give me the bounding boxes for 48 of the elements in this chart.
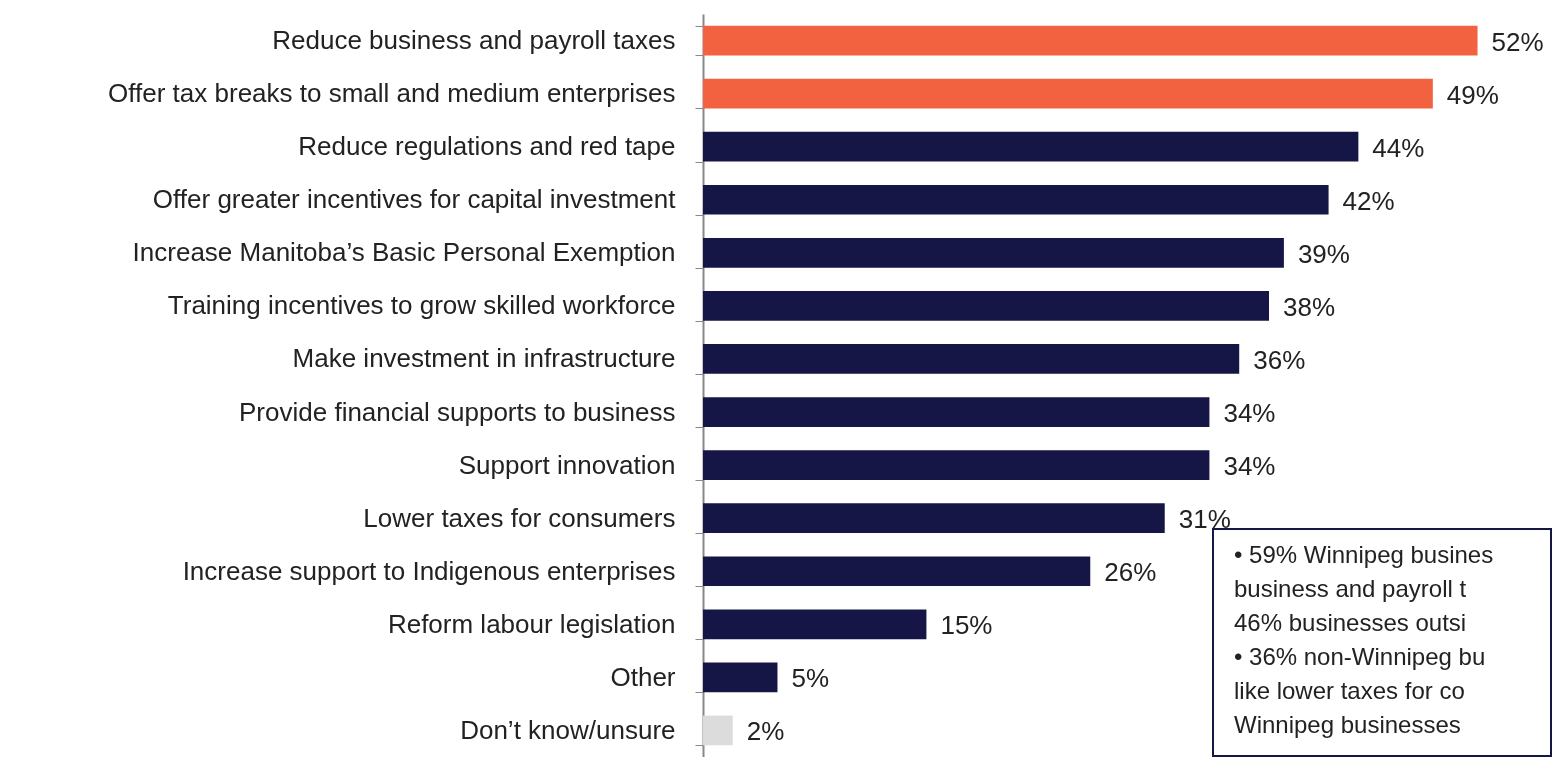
annotation: • 36% non-Winnipeg bu	[1234, 642, 1487, 672]
bar	[703, 237, 1284, 268]
bar	[703, 184, 1329, 215]
y-tick-label: Increase support to Indigenous enterprises	[182, 555, 676, 586]
y-tick-label: Offer greater incentives for capital investment	[152, 184, 677, 215]
data-label: 36%	[1253, 344, 1306, 375]
annotation: 46% businesses outsi	[1234, 608, 1468, 638]
bar	[703, 291, 1269, 321]
y-tick-label: Provide financial supports to business	[239, 396, 676, 427]
data-label: 44%	[1372, 132, 1425, 163]
y-tick-label: Training incentives to grow skilled workforce	[167, 290, 676, 321]
bar	[703, 450, 1210, 480]
y-tick-label: Increase Manitoba’s Basic Personal Exemption	[132, 237, 676, 268]
data-label: 38%	[1283, 291, 1336, 322]
bar	[703, 715, 733, 746]
bar	[703, 556, 1091, 587]
y-tick-label: Don’t know/unsure	[460, 714, 676, 745]
bar	[703, 662, 778, 693]
data-label: 34%	[1223, 398, 1276, 429]
data-label: 5%	[791, 663, 830, 694]
bar	[703, 344, 1240, 374]
data-label: 49%	[1446, 79, 1499, 110]
data-label: 52%	[1491, 26, 1544, 57]
y-tick-label: Offer tax breaks to small and medium enterprises	[108, 78, 676, 109]
data-label: 2%	[746, 716, 785, 747]
annotation: • 59% Winnipeg busines	[1234, 540, 1495, 570]
data-label: 15%	[940, 610, 993, 641]
bar	[703, 131, 1359, 162]
y-tick-label: Reduce regulations and red tape	[298, 131, 676, 162]
y-tick-label: Make investment in infrastructure	[292, 343, 676, 374]
y-tick-label: Lower taxes for consumers	[363, 502, 676, 533]
data-label: 26%	[1104, 557, 1157, 588]
annotation: Winnipeg businesses	[1234, 710, 1462, 740]
bar	[703, 25, 1478, 56]
y-tick-label: Reform labour legislation	[387, 608, 676, 639]
y-tick-label: Other	[610, 661, 676, 692]
bar	[703, 503, 1165, 534]
data-label: 39%	[1297, 238, 1350, 269]
data-label: 31%	[1178, 504, 1231, 535]
bar	[703, 78, 1433, 109]
y-tick-label: Reduce business and payroll taxes	[272, 25, 676, 56]
data-label: 42%	[1342, 185, 1395, 216]
annotation: business and payroll t	[1234, 574, 1468, 604]
bar	[703, 609, 927, 640]
y-tick-label: Support innovation	[458, 449, 676, 480]
annotation: like lower taxes for co	[1234, 676, 1466, 706]
bar	[703, 397, 1210, 427]
data-label: 34%	[1223, 451, 1276, 482]
